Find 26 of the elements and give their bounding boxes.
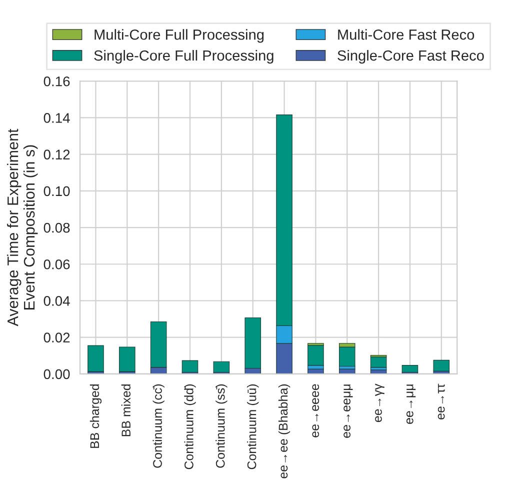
- y-tick-label: 0.02: [44, 332, 70, 342]
- x-tick-label: Continuum (dd̄): [184, 384, 196, 470]
- x-tick-label: ee→ee (Bhabha): [278, 384, 290, 478]
- y-tick-label: 0.08: [44, 222, 70, 233]
- x-tick-label: ee→ττ: [438, 384, 445, 420]
- x-tick-label: Continuum (cc̄): [152, 384, 164, 468]
- y-tick-label: 0.16: [44, 76, 70, 86]
- legend-label: Single-Core Full Processing: [94, 50, 274, 64]
- x-tick-label: ee→eeμμ: [344, 384, 353, 438]
- legend-label: Single-Core Fast Reco: [338, 50, 484, 64]
- legend-label: Multi-Core Full Processing: [94, 29, 264, 43]
- x-tick-label: ee→γγ: [375, 384, 384, 422]
- y-tick-label: 0.04: [44, 296, 70, 306]
- y-tick-label: 0.06: [44, 259, 70, 270]
- y-tick-label: 0.10: [44, 186, 70, 196]
- legend-label: Multi-Core Fast Reco: [338, 29, 474, 40]
- x-tick-label: ee→eeee: [312, 384, 320, 438]
- x-tick-label: Continuum (uū): [247, 384, 259, 470]
- x-tick-label: BB mixed: [121, 384, 131, 436]
- y-tick-label: 0.00: [44, 369, 70, 380]
- x-tick-label: ee→μμ: [406, 384, 416, 424]
- y-axis-title: Average Time for Experiment Event Composition (in s): [7, 128, 38, 326]
- x-tick-label: BB charged: [90, 384, 102, 448]
- x-tick-label: Continuum (ss̄): [216, 384, 228, 468]
- y-tick-label: 0.12: [44, 150, 70, 160]
- y-tick-label: 0.14: [44, 113, 70, 123]
